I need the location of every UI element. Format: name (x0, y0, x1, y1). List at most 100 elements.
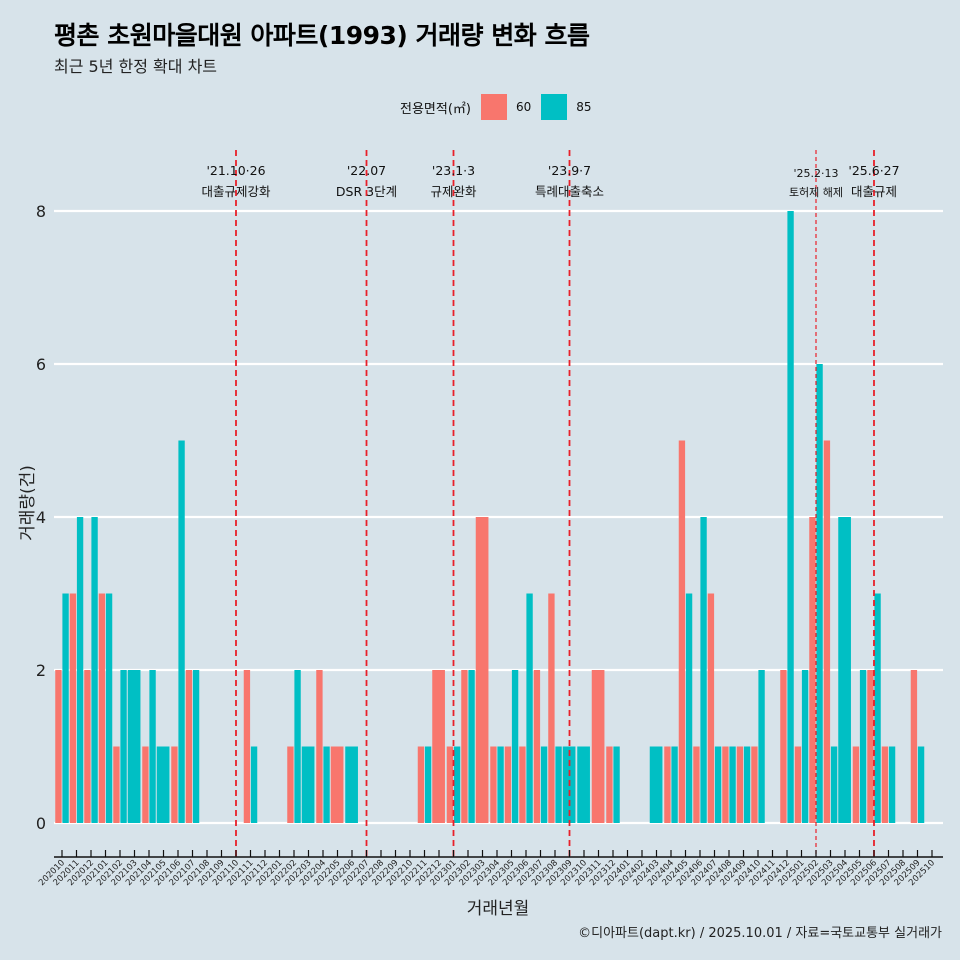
bar-60 (446, 746, 454, 823)
bar-60 (809, 517, 816, 823)
bar-85 (120, 670, 127, 823)
bar-85 (874, 593, 881, 823)
y-tick-label: 8 (36, 202, 46, 221)
chart-title: 평촌 초원마을대원 아파트(1993) 거래량 변화 흐름 (54, 21, 590, 50)
bar-85 (301, 746, 315, 823)
bar-60 (693, 746, 700, 823)
legend-title: 전용면적(㎡) (400, 101, 471, 117)
bar-85 (511, 670, 519, 823)
bar-85 (685, 593, 693, 823)
bar-60 (664, 746, 671, 823)
event-date-label: '21.10·26 (206, 163, 265, 178)
event-lines: '21.10·26 대출규제강화 '22.07 DSR 3단계 '23.1·3 규제완화 '… (201, 150, 900, 857)
bar-60 (171, 746, 178, 823)
event-name-label: 대출규제 (851, 184, 897, 199)
bars (55, 211, 925, 823)
bar-85 (424, 746, 432, 823)
bar-60 (591, 670, 605, 823)
bar-85 (62, 593, 69, 823)
bar-85 (917, 746, 925, 823)
bar-85 (700, 517, 707, 823)
legend-label-60: 60 (515, 100, 532, 114)
event-name-label: 규제완화 (430, 184, 477, 199)
bar-60 (142, 746, 149, 823)
event-date-label: '22.07 (347, 163, 386, 178)
bar-85 (859, 670, 867, 823)
bar-60 (606, 746, 613, 823)
bar-85 (453, 746, 461, 823)
bar-85 (540, 746, 548, 823)
bar-85 (323, 746, 330, 823)
bar-85 (178, 440, 185, 823)
y-tick-label: 2 (36, 661, 46, 680)
bar-60 (867, 670, 874, 823)
bar-60 (823, 440, 831, 823)
bar-85 (91, 517, 98, 823)
footer-credit: ©디아파트(dapt.kr) / 2025.10.01 / 자료=국토교통부 실… (578, 926, 942, 941)
event-name-label: 토허제 해제 (789, 185, 843, 199)
event-name-label: 대출규제강화 (201, 184, 271, 199)
bar-85 (468, 670, 475, 823)
chart-subtitle: 최근 5년 한정 확대 차트 (54, 57, 218, 76)
y-axis-title: 거래량(건) (18, 465, 38, 541)
bar-85 (577, 746, 590, 823)
bar-60 (287, 746, 294, 823)
bar-60 (69, 593, 77, 823)
bar-85 (192, 670, 200, 823)
bar-60 (548, 593, 555, 823)
bar-85 (345, 746, 358, 823)
y-tick-label: 0 (36, 814, 46, 833)
event-name-label: 특례대출축소 (535, 184, 604, 199)
y-tick-label: 4 (36, 508, 46, 527)
bar-60 (432, 670, 445, 823)
bar-60 (490, 746, 497, 823)
event-date-label: '23.9·7 (548, 163, 591, 178)
y-tick-label: 6 (36, 355, 46, 374)
bar-85 (294, 670, 301, 823)
bar-60 (84, 670, 91, 823)
bar-85 (649, 746, 663, 823)
bar-60 (113, 746, 120, 823)
event-date-label: '25.6·27 (848, 163, 899, 178)
bar-60 (722, 746, 729, 823)
legend-label-85: 85 (576, 100, 592, 114)
bar-60 (55, 670, 62, 823)
bar-85 (526, 593, 533, 823)
legend-swatch-60 (480, 94, 507, 120)
bar-60 (504, 746, 512, 823)
bar-85 (105, 593, 113, 823)
bar-60 (330, 746, 344, 823)
bar-60 (910, 670, 918, 823)
bar-60 (794, 746, 802, 823)
bar-60 (519, 746, 526, 823)
bar-60 (475, 517, 489, 823)
bar-85 (729, 746, 736, 823)
x-axis: 2020102020112020122021012021022021032021… (37, 850, 943, 888)
bar-85 (830, 746, 838, 823)
bar-85 (743, 746, 751, 823)
bar-85 (758, 670, 765, 823)
bar-85 (714, 746, 722, 823)
bar-60 (780, 670, 787, 823)
bar-85 (497, 746, 504, 823)
bar-60 (461, 670, 468, 823)
bar-60 (881, 746, 889, 823)
bar-85 (76, 517, 84, 823)
bar-60 (98, 593, 106, 823)
bar-85 (838, 517, 851, 823)
bar-85 (787, 211, 794, 823)
bar-60 (707, 593, 715, 823)
bar-85 (149, 670, 156, 823)
bar-60 (678, 440, 686, 823)
bar-60 (736, 746, 744, 823)
bar-85 (671, 746, 678, 823)
bar-60 (751, 746, 758, 823)
bar-60 (316, 670, 323, 823)
legend-swatch-85 (541, 94, 568, 120)
bar-60 (185, 670, 193, 823)
bar-85 (555, 746, 562, 823)
bar-85 (888, 746, 896, 823)
x-axis-title: 거래년월 (467, 899, 530, 919)
y-axis: 0 2 4 6 8 (36, 202, 46, 833)
bar-85 (801, 670, 809, 823)
